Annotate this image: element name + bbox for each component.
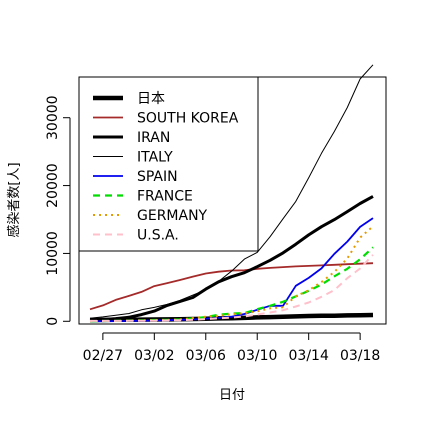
legend-label-2: IRAN (137, 130, 170, 146)
y-tick-label: 10000 (45, 231, 61, 276)
y-tick-label: 0 (45, 317, 61, 326)
x-axis: 02/27 03/02 03/06 03/10 03/14 03/18 (83, 332, 380, 364)
series-line-3 (89, 64, 374, 319)
series-line-4 (90, 217, 374, 323)
y-tick-label: 20000 (45, 163, 61, 208)
legend-label-4: SPAIN (137, 169, 178, 185)
series-layer (89, 64, 374, 323)
x-tick-label: 03/10 (237, 348, 277, 364)
x-axis-label: 日付 (219, 388, 245, 403)
y-tick-label: 30000 (45, 95, 61, 140)
x-tick-label: 03/02 (134, 348, 174, 364)
series-line-1 (89, 262, 374, 311)
x-tick-label: 03/06 (186, 348, 226, 364)
legend-label-0: 日本 (137, 91, 165, 107)
legend-label-7: U.S.A. (137, 228, 179, 244)
legend-label-1: SOUTH KOREA (137, 111, 239, 127)
series-line-2 (89, 195, 374, 322)
series-line-5 (89, 246, 374, 323)
y-axis: 0 10000 20000 30000 (45, 95, 71, 326)
x-tick-label: 03/14 (289, 348, 329, 364)
x-tick-label: 02/27 (83, 348, 123, 364)
x-tick-label: 03/18 (340, 348, 380, 364)
legend-label-3: ITALY (137, 150, 173, 166)
legend-label-5: FRANCE (137, 189, 193, 205)
y-axis-label: 感染者数[人] (6, 162, 22, 237)
legend-label-6: GERMANY (137, 208, 208, 224)
legend-box (78, 76, 259, 252)
series-line-0 (89, 312, 374, 323)
legend: 日本 SOUTH KOREA IRAN ITALY SPAIN FRANCE GERMANY… (78, 76, 259, 252)
